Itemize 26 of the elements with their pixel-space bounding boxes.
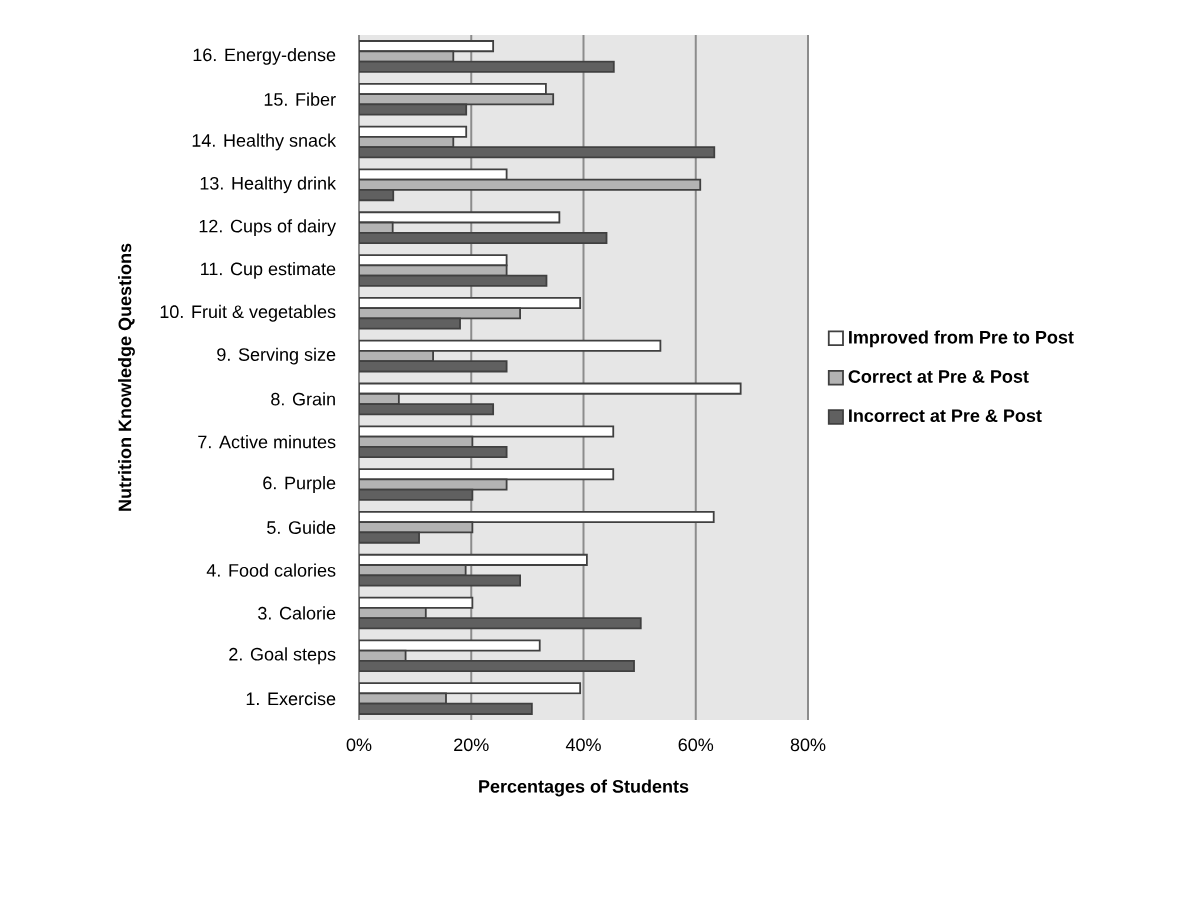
y-tick-label: 4. Food calories bbox=[206, 563, 336, 577]
y-tick-label: 5. Guide bbox=[267, 520, 336, 534]
legend-label: Improved from Pre to Post bbox=[849, 330, 1074, 348]
x-tick-label: 40% bbox=[565, 738, 601, 752]
y-tick-label: 7. Active minutes bbox=[198, 435, 336, 449]
y-tick-label: 12. Cups of dairy bbox=[199, 219, 337, 237]
y-tick-label: 14. Healthy snack bbox=[192, 133, 337, 151]
y-tick-label: 2. Goal steps bbox=[229, 647, 336, 665]
y-tick-label: 15. Fiber bbox=[264, 92, 336, 106]
y-tick-label: 9. Serving size bbox=[217, 347, 336, 365]
x-tick-label: 20% bbox=[454, 738, 489, 752]
x-tick-label: 80% bbox=[790, 738, 826, 752]
y-tick-label: 10. Fruit & vegetables bbox=[160, 304, 336, 322]
y-tick-label: 3. Calorie bbox=[258, 606, 336, 620]
legend-label: Incorrect at Pre & Post bbox=[849, 409, 1042, 423]
legend-label: Correct at Pre & Post bbox=[848, 370, 1029, 383]
y-tick-label: 8. Grain bbox=[271, 392, 335, 406]
y-axis-title: Nutrition Knowledge Questions bbox=[118, 243, 135, 511]
y-tick-label: 6. Purple bbox=[263, 476, 336, 493]
x-tick-label: 60% bbox=[678, 738, 714, 752]
y-tick-label: 11. Cup estimate bbox=[201, 262, 336, 279]
x-tick-label: 0% bbox=[346, 738, 372, 752]
x-axis-title: Percentages of Students bbox=[479, 779, 689, 797]
y-tick-label: 16. Energy-dense bbox=[193, 48, 336, 65]
y-tick-label: 1. Exercise bbox=[246, 691, 336, 706]
y-tick-label: 13. Healthy drink bbox=[200, 176, 337, 194]
